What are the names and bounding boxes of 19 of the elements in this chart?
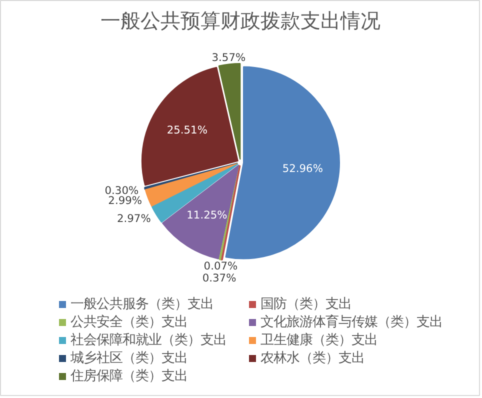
data-label: 2.99% [108,194,142,208]
legend-label: 国防（类）支出 [260,297,352,312]
legend-label: 卫生健康（类）支出 [260,333,378,348]
chart-title: 一般公共预算财政拨款支出情况 [100,8,380,32]
legend-label: 社会保障和就业（类）支出 [70,333,226,348]
legend-label: 住房保障（类）支出 [70,368,188,384]
data-label: 0.37% [202,272,236,285]
data-label: 11.25% [186,208,228,222]
data-label: 3.57% [212,51,246,64]
legend-label: 一般公共服务（类）支出 [70,297,214,312]
data-label: 0.30% [104,184,139,197]
data-label: 0.07% [204,260,238,273]
legend-label: 城乡社区（类）支出 [70,351,188,366]
data-label: 52.96% [282,162,323,175]
legend-label: 农林水（类）支出 [260,351,364,366]
data-label: 25.51% [166,124,208,137]
data-label: 2.97% [116,212,151,225]
legend-label: 公共安全（类）支出 [70,314,188,330]
legend-label: 文化旅游体育与传媒（类）支出 [260,314,442,330]
